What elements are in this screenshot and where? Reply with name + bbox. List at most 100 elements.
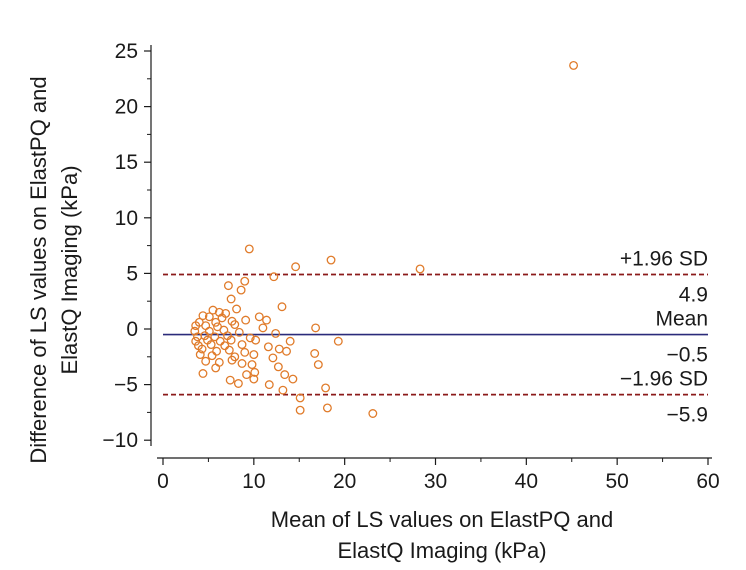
data-point [237,340,247,350]
data-point [322,403,332,413]
data-point [254,312,264,322]
data-point [282,346,291,356]
data-point [198,369,208,378]
data-point [313,360,323,370]
data-point [210,332,220,342]
data-point [215,336,225,346]
data-point [207,351,217,361]
data-point [233,379,243,388]
data-point [268,353,278,363]
x-tick-label: 50 [605,470,628,493]
data-point [217,313,227,323]
data-point [269,272,279,282]
x-tick-label: 0 [157,470,169,493]
x-tick-label: 10 [242,470,265,493]
data-point [211,363,221,373]
data-point [291,262,301,272]
data-point [240,347,250,357]
data-point [226,294,236,304]
y-tick-label: 0 [126,318,138,341]
data-point [326,255,336,265]
data-point [333,336,343,346]
data-point [191,321,201,331]
data-point [295,405,305,415]
data-point [247,360,257,370]
data-point [190,326,200,336]
data-point [197,344,207,354]
x-axis-title-line-2: ElastQ Imaging (kPa) [337,538,546,563]
y-axis-title-line-1: Difference of LS values on ElastPQ and [26,76,51,463]
data-point [201,321,211,331]
data-point [191,336,201,346]
y-tick-label: −10 [102,429,138,452]
data-point [264,380,274,390]
data-point [244,244,254,254]
x-axis-title-line-1: Mean of LS values on ElastPQ and [271,507,613,532]
x-tick-label: 40 [515,470,538,493]
data-point [250,367,260,377]
data-point [258,323,268,333]
y-tick-label: 15 [115,151,138,174]
data-point [219,325,229,335]
data-point [245,333,255,343]
data-point [211,317,221,327]
data-point [232,304,242,314]
upper_limit-value-label: 4.9 [679,284,708,307]
data-point [206,340,216,350]
data-point [280,370,290,380]
data-point [368,409,378,418]
data-point [285,336,295,346]
lower_limit-label: −1.96 SD [620,368,708,391]
data-point [273,362,283,372]
data-point [212,346,222,356]
lower_limit-value-label: −5.9 [667,404,708,427]
data-point [288,374,298,384]
data-point [230,320,240,330]
data-point [201,356,211,366]
data-point [234,327,244,337]
data-point [200,331,210,341]
data-point [236,285,246,295]
data-point [274,344,284,354]
y-tick-label: −5 [114,374,138,397]
data-points [190,61,579,418]
data-point [415,264,425,274]
labels: Mean of LS values on ElastPQ and ElastQ I… [26,76,708,563]
data-point [226,335,236,345]
data-point [263,342,273,352]
data-point [249,350,259,360]
y-tick-label: 5 [126,262,138,285]
data-point [569,61,579,70]
data-point [311,323,321,333]
data-point [220,341,230,351]
data-point [237,359,247,368]
data-point [240,276,250,286]
data-point [223,281,233,291]
data-point [262,315,271,325]
data-point [295,393,305,403]
y-tick-label: 10 [115,207,138,230]
data-point [242,370,252,380]
data-point [195,350,205,360]
mean-value-label: −0.5 [667,344,708,367]
upper_limit-label: +1.96 SD [620,248,708,271]
data-point [204,326,214,336]
data-point [198,311,208,321]
data-point [249,374,259,384]
y-tick-label: 20 [115,96,138,119]
data-point [241,315,251,325]
x-tick-label: 20 [333,470,356,493]
y-tick-label: 25 [115,40,138,63]
y-axis-title-line-2: ElastQ Imaging (kPa) [57,165,82,374]
x-tick-label: 30 [424,470,447,493]
data-point [214,357,224,367]
x-tick-label: 60 [696,470,719,493]
data-point [204,312,214,322]
data-point [251,335,261,345]
data-point [310,349,320,358]
data-point [225,375,235,385]
reference-lines [163,273,708,396]
data-point [277,302,287,312]
